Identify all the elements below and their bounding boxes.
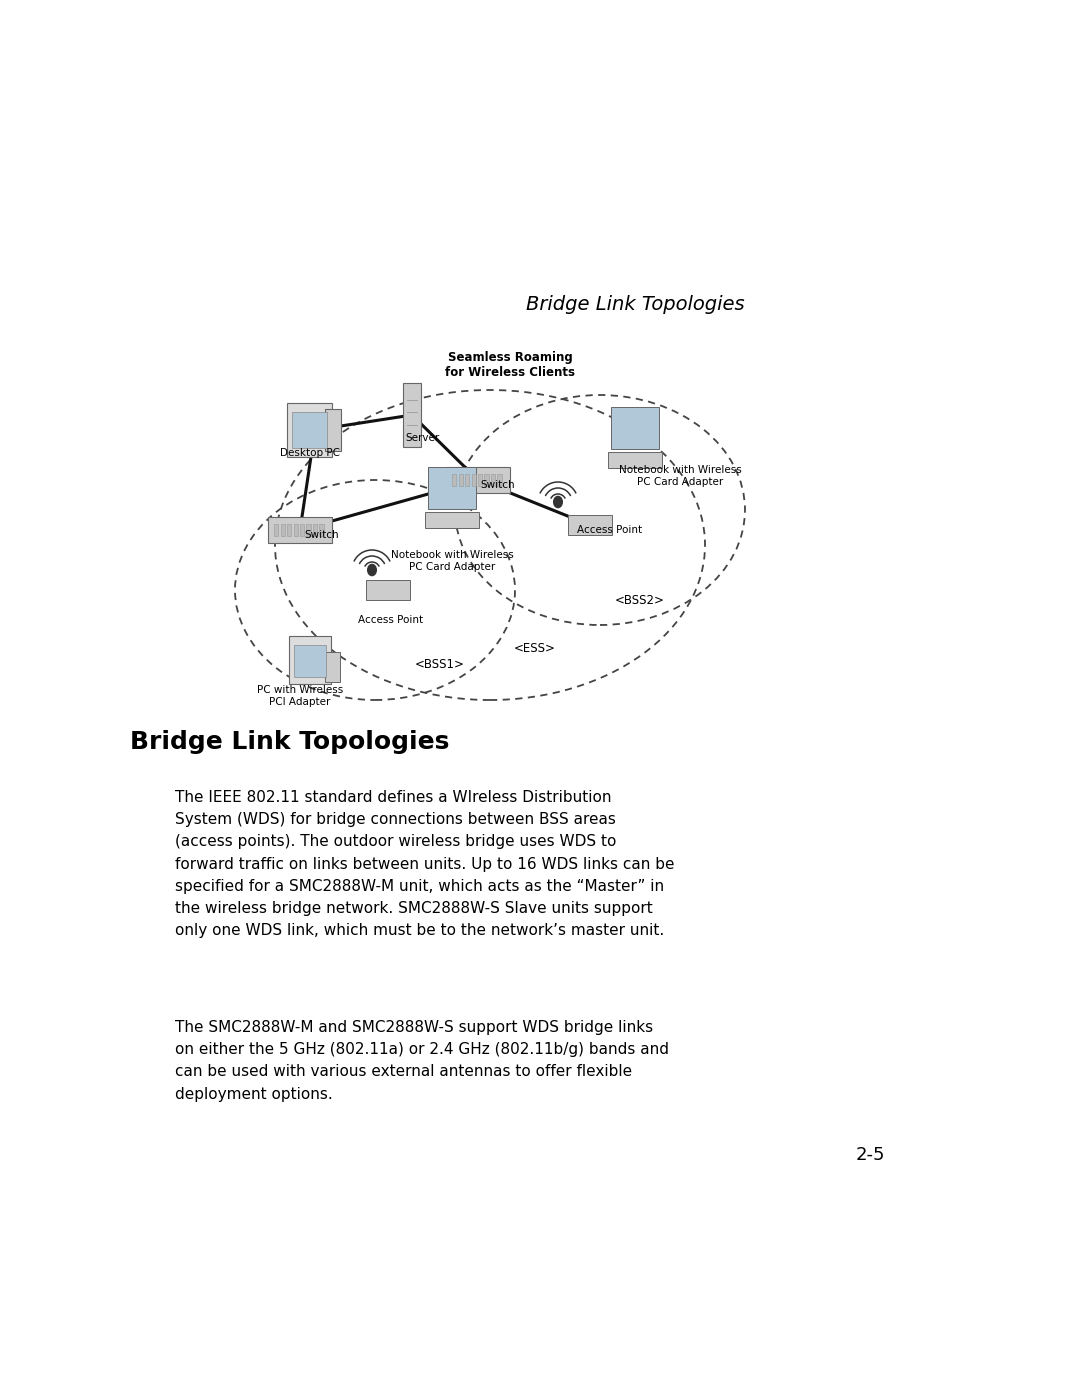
Bar [274,524,279,535]
FancyBboxPatch shape [429,467,476,509]
FancyBboxPatch shape [426,511,480,528]
Text: Access Point: Access Point [359,615,423,624]
FancyBboxPatch shape [287,404,333,457]
Bar [281,524,285,535]
Text: Switch: Switch [305,529,339,541]
Text: Notebook with Wireless
PC Card Adapter: Notebook with Wireless PC Card Adapter [619,465,741,486]
FancyBboxPatch shape [366,580,409,601]
FancyBboxPatch shape [268,517,333,542]
FancyBboxPatch shape [608,451,662,468]
FancyBboxPatch shape [325,651,340,682]
Bar [294,524,298,535]
Text: <BSS2>: <BSS2> [616,594,665,606]
Text: Server: Server [405,433,440,443]
Circle shape [554,496,563,507]
Bar [478,475,483,486]
Circle shape [367,564,376,576]
Text: Bridge Link Topologies: Bridge Link Topologies [130,731,449,754]
Bar [287,524,292,535]
Bar [498,475,502,486]
Bar [465,475,470,486]
Text: Switch: Switch [481,481,515,490]
Bar [472,475,476,486]
Text: Seamless Roaming
for Wireless Clients: Seamless Roaming for Wireless Clients [445,351,575,379]
Text: 2-5: 2-5 [855,1146,885,1164]
FancyBboxPatch shape [446,468,511,493]
Text: The IEEE 802.11 standard defines a WIreless Distribution
System (WDS) for bridge: The IEEE 802.11 standard defines a WIrel… [175,789,675,939]
Bar [300,524,305,535]
Bar [459,475,463,486]
Text: <ESS>: <ESS> [514,641,556,655]
Bar [453,475,457,486]
Bar [313,524,318,535]
FancyBboxPatch shape [289,636,330,685]
FancyBboxPatch shape [568,514,611,535]
Bar [485,475,489,486]
Text: PC with Wireless
PCI Adapter: PC with Wireless PCI Adapter [257,685,343,707]
Text: Notebook with Wireless
PC Card Adapter: Notebook with Wireless PC Card Adapter [391,550,513,571]
FancyBboxPatch shape [325,409,341,451]
Bar [307,524,311,535]
FancyBboxPatch shape [293,412,327,448]
Text: The SMC2888W-M and SMC2888W-S support WDS bridge links
on either the 5 GHz (802.: The SMC2888W-M and SMC2888W-S support WD… [175,1020,669,1102]
Text: Bridge Link Topologies: Bridge Link Topologies [526,296,744,314]
Text: <BSS1>: <BSS1> [415,658,464,672]
FancyBboxPatch shape [403,383,420,447]
Text: Access Point: Access Point [578,525,643,535]
Bar [320,524,324,535]
FancyBboxPatch shape [611,407,659,448]
FancyBboxPatch shape [294,645,326,678]
Bar [491,475,496,486]
Text: Desktop PC: Desktop PC [280,448,340,458]
